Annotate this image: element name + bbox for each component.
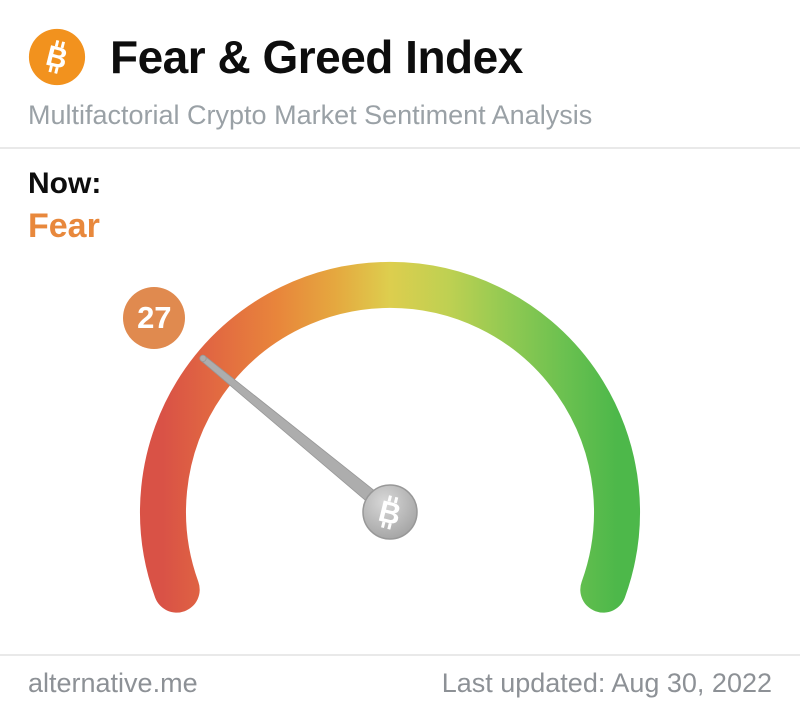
- status-block: Now: Fear: [28, 167, 772, 246]
- gauge-arc: [140, 261, 640, 613]
- bitcoin-logo-icon: B: [28, 28, 86, 86]
- site-name: alternative.me: [28, 668, 198, 698]
- last-updated: Last updated: Aug 30, 2022: [441, 668, 772, 698]
- now-label: Now:: [28, 167, 102, 200]
- gauge-value-badge: 27: [123, 287, 186, 350]
- bitcoin-logo-circle: [28, 28, 86, 86]
- gauge-value: 27: [137, 300, 172, 336]
- footer: alternative.me Last updated: Aug 30, 202…: [0, 654, 800, 699]
- gauge-needle: [199, 354, 396, 518]
- page-subtitle: Multifactorial Crypto Market Sentiment A…: [28, 100, 593, 130]
- sentiment-classification: Fear: [28, 207, 100, 245]
- header-divider: [0, 147, 800, 149]
- gauge-hub: B: [362, 484, 418, 540]
- header: B Fear & Greed Index: [0, 0, 800, 86]
- page-title: Fear & Greed Index: [110, 31, 523, 83]
